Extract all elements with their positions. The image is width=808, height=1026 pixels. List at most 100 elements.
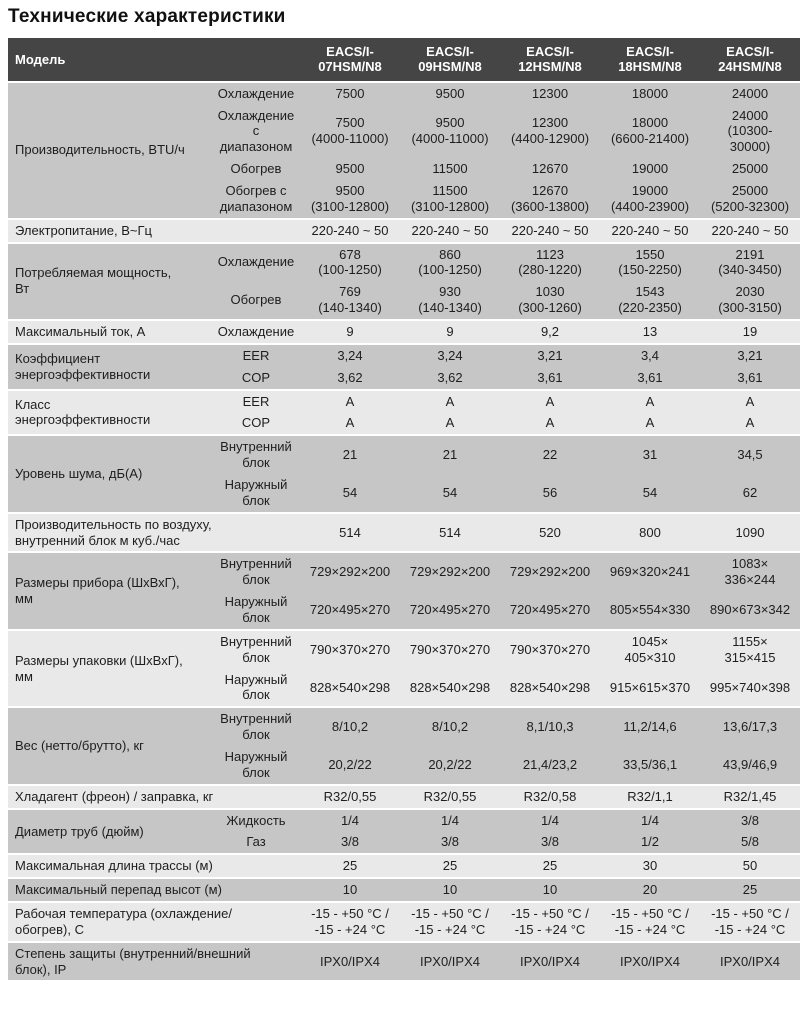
spec-value: 43,9/46,9 xyxy=(700,746,800,785)
spec-value: A xyxy=(400,388,500,413)
spec-value: A xyxy=(600,412,700,436)
spec-value: 62 xyxy=(700,473,800,513)
spec-value: 12300 xyxy=(500,80,600,105)
spec-row: Наружный блок 828×540×298 828×540×298 828×5… xyxy=(8,668,800,708)
spec-page: Технические характеристики Модель EACS/I… xyxy=(8,6,800,981)
spec-value: 805×554×330 xyxy=(600,591,700,630)
spec-value: A xyxy=(700,388,800,413)
spec-value: 1550 (150-2250) xyxy=(600,241,700,282)
spec-value: 514 xyxy=(400,511,500,553)
spec-value: 10 xyxy=(400,877,500,903)
spec-value: 13,6/17,3 xyxy=(700,706,800,747)
spec-subcategory: Внутренний блок xyxy=(212,434,300,474)
spec-value: 22 xyxy=(500,434,600,474)
spec-value: 25 xyxy=(300,853,400,879)
spec-row: Коэффициент энергоэффективности EER 3,24 3,… xyxy=(8,342,800,390)
spec-subcategory: COP xyxy=(212,412,300,436)
spec-value: 50 xyxy=(700,853,800,879)
spec-value: 3,4 xyxy=(600,342,700,367)
spec-group-label: Хладагент (фреон) / заправка, кг xyxy=(8,783,300,809)
spec-value: 3,61 xyxy=(600,366,700,390)
model-column-header: EACS/I-24HSM/N8 xyxy=(700,38,800,83)
spec-value: R32/0,55 xyxy=(300,783,400,809)
spec-value: A xyxy=(400,412,500,436)
spec-value: 220-240 ~ 50 xyxy=(500,217,600,243)
spec-subcategory: EER xyxy=(212,342,300,367)
spec-value: 20 xyxy=(600,877,700,903)
spec-subcategory: EER xyxy=(212,388,300,413)
spec-row: Наружный блок 720×495×270 720×495×270 720×4… xyxy=(8,591,800,630)
spec-value: 1543 (220-2350) xyxy=(600,281,700,320)
spec-group-label: Вес (нетто/брутто), кг xyxy=(8,706,212,785)
spec-group-label: Диаметр труб (дюйм) xyxy=(8,807,212,855)
spec-value: 2191 (340-3450) xyxy=(700,241,800,282)
spec-value: 24000 (10300- 30000) xyxy=(700,104,800,159)
spec-value: 30 xyxy=(600,853,700,879)
spec-value: R32/0,55 xyxy=(400,783,500,809)
model-column-header: EACS/I-18HSM/N8 xyxy=(600,38,700,83)
spec-value: 790×370×270 xyxy=(500,628,600,669)
spec-subcategory: Внутренний блок xyxy=(212,551,300,592)
spec-value: 24000 xyxy=(700,80,800,105)
spec-row: Обогрев с диапазоном 9500 (3100-12800) 115… xyxy=(8,179,800,219)
spec-subcategory: Газ xyxy=(212,831,300,855)
spec-value: A xyxy=(600,388,700,413)
table-header-row: Модель EACS/I-07HSM/N8 EACS/I-09HSM/N8 EAC… xyxy=(8,38,800,83)
spec-value: 729×292×200 xyxy=(300,551,400,592)
spec-value: 220-240 ~ 50 xyxy=(400,217,500,243)
spec-value: 3/8 xyxy=(300,831,400,855)
spec-row: Вес (нетто/брутто), кг Внутренний блок 8/1… xyxy=(8,706,800,785)
spec-value: 3,62 xyxy=(300,366,400,390)
spec-value: 12670 xyxy=(500,158,600,180)
spec-value: 220-240 ~ 50 xyxy=(700,217,800,243)
spec-value: 54 xyxy=(400,473,500,513)
spec-value: 19000 xyxy=(600,158,700,180)
spec-value: 3,24 xyxy=(300,342,400,367)
spec-value: 720×495×270 xyxy=(300,591,400,630)
spec-subcategory: Наружный блок xyxy=(212,591,300,630)
spec-value: 3,61 xyxy=(700,366,800,390)
spec-value: -15 - +50 °C / -15 - +24 °C xyxy=(400,901,500,942)
spec-row: Производительность, BTU/ч Охлаждение 7500 9… xyxy=(8,80,800,219)
spec-value: 720×495×270 xyxy=(400,591,500,630)
spec-value: 20,2/22 xyxy=(400,746,500,785)
spec-value: 860 (100-1250) xyxy=(400,241,500,282)
spec-value: 19 xyxy=(700,318,800,344)
spec-row: Степень защиты (внутренний/внешний блок)… xyxy=(8,940,800,981)
spec-row: Обогрев 769 (140-1340) 930 (140-1340) 1030 … xyxy=(8,281,800,320)
spec-subcategory: Внутренний блок xyxy=(212,706,300,747)
spec-value: 7500 xyxy=(300,80,400,105)
spec-value: 729×292×200 xyxy=(500,551,600,592)
spec-value: 1083× 336×244 xyxy=(700,551,800,592)
spec-value: IPX0/IPX4 xyxy=(300,940,400,981)
spec-value: IPX0/IPX4 xyxy=(600,940,700,981)
spec-value: IPX0/IPX4 xyxy=(400,940,500,981)
spec-subcategory: Наружный блок xyxy=(212,473,300,513)
spec-value: 1045× 405×310 xyxy=(600,628,700,669)
spec-value: 1/2 xyxy=(600,831,700,855)
spec-subcategory: Обогрев xyxy=(212,281,300,320)
spec-value: 11500 xyxy=(400,158,500,180)
spec-group-label: Производительность по воздуху, внутренни… xyxy=(8,511,300,553)
spec-value: 9500 (3100-12800) xyxy=(300,179,400,219)
spec-value: 19000 (4400-23900) xyxy=(600,179,700,219)
spec-value: 18000 (6600-21400) xyxy=(600,104,700,159)
spec-row: Охлаждение с диапазоном 7500 (4000-11000)… xyxy=(8,104,800,159)
spec-group-label: Класс энергоэффективности xyxy=(8,388,212,436)
spec-value: 678 (100-1250) xyxy=(300,241,400,282)
spec-value: 3,21 xyxy=(500,342,600,367)
spec-group-label: Потребляемая мощность, Вт xyxy=(8,241,212,320)
spec-subcategory: Внутренний блок xyxy=(212,628,300,669)
spec-value: 995×740×398 xyxy=(700,668,800,708)
spec-subcategory: Наружный блок xyxy=(212,668,300,708)
spec-value: 9,2 xyxy=(500,318,600,344)
spec-value: 25000 (5200-32300) xyxy=(700,179,800,219)
spec-value: 3,62 xyxy=(400,366,500,390)
spec-value: 3/8 xyxy=(500,831,600,855)
spec-subcategory: Наружный блок xyxy=(212,746,300,785)
spec-subcategory: Охлаждение xyxy=(212,318,300,344)
spec-value: 9500 (4000-11000) xyxy=(400,104,500,159)
spec-group-label: Максимальный перепад высот (м) xyxy=(8,877,300,903)
spec-value: 9500 xyxy=(300,158,400,180)
spec-value: 1/4 xyxy=(300,807,400,832)
